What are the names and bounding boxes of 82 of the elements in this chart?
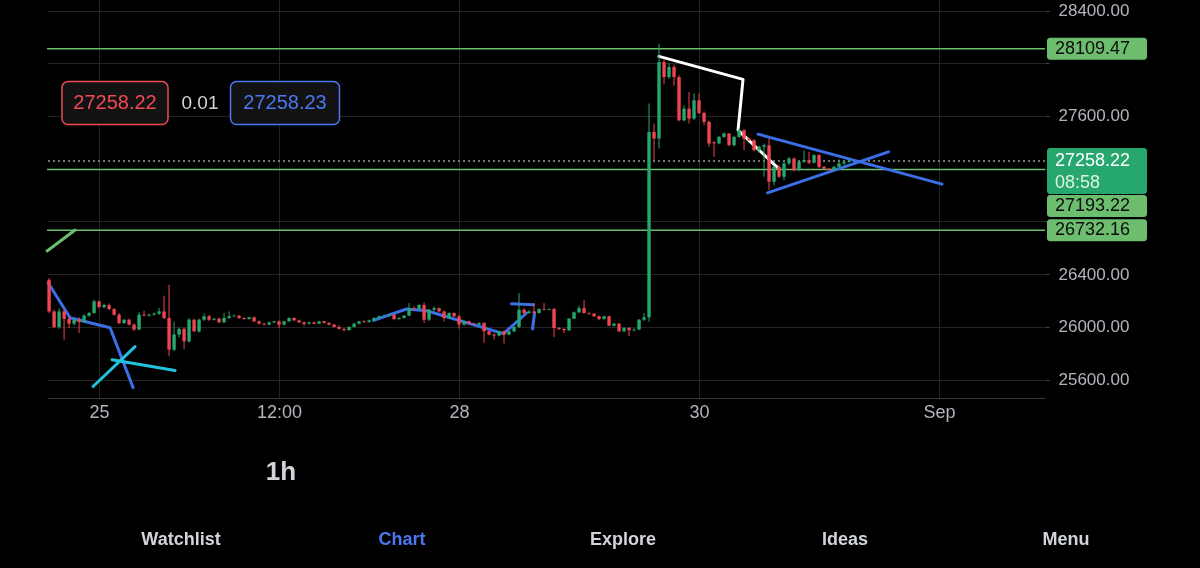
candlestick bbox=[502, 330, 506, 345]
candlestick bbox=[672, 64, 676, 87]
text: Ideas bbox=[821, 529, 869, 549]
candlestick bbox=[517, 292, 521, 329]
candlestick bbox=[802, 149, 806, 164]
candlestick bbox=[652, 123, 656, 161]
candlestick bbox=[692, 92, 696, 121]
y-tick-label: 26400.00 bbox=[1058, 264, 1130, 284]
candlestick bbox=[492, 332, 496, 341]
candlestick bbox=[327, 321, 331, 327]
candlestick bbox=[67, 315, 71, 329]
text: Watchlist bbox=[141, 529, 221, 549]
candlestick bbox=[372, 316, 376, 322]
ref-line-label: 28109.47 bbox=[1055, 37, 1131, 58]
text: Menu bbox=[1042, 529, 1090, 549]
candlestick bbox=[782, 161, 786, 181]
candlestick bbox=[347, 325, 351, 332]
candlestick bbox=[72, 317, 76, 327]
candlestick bbox=[542, 302, 546, 311]
x-tick-label: 30 bbox=[689, 401, 710, 422]
candlestick bbox=[787, 156, 791, 166]
candlestick bbox=[547, 307, 551, 311]
candlestick bbox=[272, 320, 276, 324]
candlestick bbox=[482, 321, 486, 344]
ref-line-label: 27193.22 bbox=[1055, 195, 1131, 216]
text: Explore bbox=[589, 529, 657, 549]
y-tick-label: 26000.00 bbox=[1058, 317, 1130, 337]
ref-line-label: 26732.16 bbox=[1055, 219, 1131, 240]
candlestick bbox=[187, 317, 191, 344]
candlestick bbox=[612, 322, 616, 328]
y-tick-label: 27600.00 bbox=[1058, 106, 1130, 126]
candlestick bbox=[152, 311, 156, 317]
x-tick-label: Sep bbox=[923, 401, 956, 422]
candlestick bbox=[627, 326, 631, 337]
candlestick bbox=[287, 316, 291, 323]
ref-line-label: 27258.22 bbox=[1055, 150, 1131, 171]
candlestick bbox=[642, 312, 646, 322]
candlestick bbox=[142, 310, 146, 317]
candlestick bbox=[62, 309, 66, 341]
candlestick bbox=[237, 314, 241, 320]
text: 1h bbox=[265, 456, 297, 486]
candlestick bbox=[422, 301, 426, 324]
candlestick bbox=[527, 309, 531, 315]
y-tick-label: 25600.00 bbox=[1058, 370, 1130, 390]
candlestick bbox=[162, 295, 166, 320]
candlestick bbox=[582, 299, 586, 315]
candlestick bbox=[337, 324, 341, 330]
candlestick bbox=[402, 314, 406, 320]
candlestick bbox=[522, 307, 526, 315]
candlestick bbox=[52, 309, 56, 329]
candlestick bbox=[722, 131, 726, 139]
candlestick bbox=[227, 310, 231, 320]
candlestick bbox=[157, 307, 161, 316]
candlestick bbox=[562, 327, 566, 334]
candlestick bbox=[687, 91, 691, 125]
candlestick bbox=[552, 307, 556, 338]
y-tick-label: 28400.00 bbox=[1058, 1, 1130, 21]
candlestick bbox=[762, 143, 766, 178]
x-tick-label: 28 bbox=[449, 401, 470, 422]
candlestick bbox=[837, 158, 841, 169]
candlestick bbox=[432, 305, 436, 312]
text: 08:58 bbox=[1055, 172, 1101, 193]
candlestick bbox=[172, 321, 176, 352]
candlestick bbox=[742, 128, 746, 151]
candlestick bbox=[772, 165, 776, 186]
candlestick bbox=[77, 316, 81, 334]
candlestick bbox=[182, 326, 186, 350]
candlestick bbox=[222, 312, 226, 324]
candlestick bbox=[757, 145, 761, 154]
x-tick-label: 12:00 bbox=[257, 401, 303, 422]
candlestick bbox=[57, 307, 61, 330]
candlestick bbox=[697, 92, 701, 115]
candlestick bbox=[412, 305, 416, 311]
candlestick bbox=[847, 158, 851, 164]
annotation: 0.01 bbox=[181, 92, 219, 113]
text: Chart bbox=[378, 529, 426, 549]
candlestick bbox=[662, 58, 666, 85]
annotation: 27258.22 bbox=[73, 91, 157, 113]
annotation: 27258.23 bbox=[243, 91, 327, 113]
candlestick bbox=[292, 316, 296, 322]
x-tick-label: 25 bbox=[89, 401, 110, 422]
candlestick bbox=[807, 151, 811, 165]
